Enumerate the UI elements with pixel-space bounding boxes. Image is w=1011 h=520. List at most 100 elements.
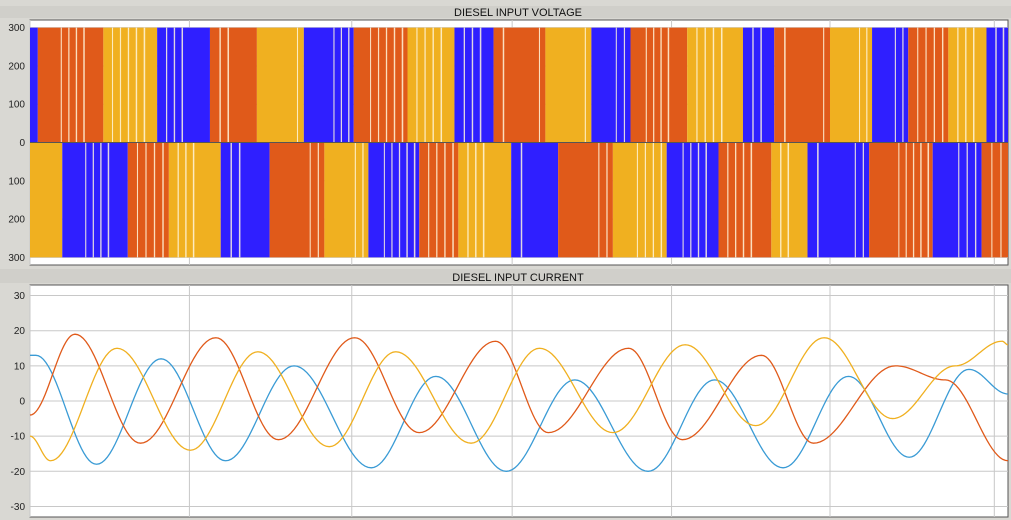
voltage-pulse-block	[324, 142, 369, 258]
voltage-pulse-gap	[296, 27, 299, 143]
voltage-pulse-block	[612, 142, 667, 258]
voltage-pulse-gap	[705, 142, 707, 258]
voltage-pulse-gap	[912, 142, 915, 258]
voltage-pulse-block	[168, 142, 221, 258]
voltage-pulse-gap	[920, 142, 922, 258]
voltage-pulse-block	[220, 142, 270, 258]
voltage-pulse-gap	[866, 27, 868, 143]
current-panel: DIESEL INPUT CURRENT 30 20 10 0 -10 -20 -30	[0, 269, 1011, 518]
voltage-pulse-block	[718, 142, 772, 258]
voltage-pulse-gap	[143, 27, 146, 143]
voltage-pulse-block	[37, 27, 104, 143]
voltage-pulse-gap	[520, 142, 523, 258]
voltage-pulse-gap	[230, 142, 232, 258]
voltage-pulse-gap	[787, 142, 790, 258]
voltage-pulse-gap	[858, 27, 861, 143]
voltage-pulse-gap	[181, 27, 184, 143]
voltage-pulse-gap	[475, 142, 477, 258]
voltage-pulse-gap	[107, 142, 110, 258]
voltage-pulse-gap	[348, 27, 350, 143]
voltage-pulse-gap	[340, 27, 343, 143]
voltage-pulse-block	[511, 142, 559, 258]
y-tick-label: 10	[14, 361, 26, 372]
y-tick-label: 0	[19, 138, 25, 149]
voltage-pulse-gap	[898, 142, 900, 258]
y-tick-label: 300	[8, 23, 25, 34]
voltage-pulse-block	[419, 142, 459, 258]
voltage-title: DIESEL INPUT VOLTAGE	[454, 7, 582, 19]
voltage-pulse-gap	[153, 142, 156, 258]
voltage-pulse-block	[666, 142, 719, 258]
voltage-pulse-gap	[780, 142, 782, 258]
voltage-pulse-block	[269, 142, 325, 258]
voltage-pulse-gap	[333, 27, 335, 143]
voltage-pulse-block	[687, 27, 743, 143]
voltage-pulse-block	[157, 27, 210, 143]
voltage-pulse-gap	[905, 142, 907, 258]
voltage-pulse-gap	[482, 142, 485, 258]
voltage-pulse-gap	[965, 27, 967, 143]
voltage-pulse-gap	[406, 142, 408, 258]
y-tick-label: 100	[8, 100, 25, 111]
voltage-pulse-gap	[645, 27, 647, 143]
y-tick-label: 300	[8, 253, 25, 264]
voltage-pulse-gap	[817, 142, 819, 258]
voltage-pulse-gap	[690, 142, 692, 258]
voltage-pulse-block	[127, 142, 169, 258]
y-tick-label: 100	[8, 176, 25, 187]
voltage-pulse-gap	[644, 142, 646, 258]
voltage-pulse-block	[872, 27, 909, 143]
voltage-pulse-block	[62, 142, 128, 258]
voltage-pulse-gap	[1000, 142, 1002, 258]
voltage-pulse-block	[30, 142, 63, 258]
voltage-pulse-block	[368, 142, 420, 258]
voltage-pulse-block	[774, 27, 831, 143]
voltage-pulse-gap	[362, 142, 364, 258]
voltage-pulse-gap	[177, 142, 179, 258]
current-series	[29, 333, 1009, 472]
voltage-pulse-gap	[398, 142, 401, 258]
voltage-pulse-gap	[432, 27, 434, 143]
voltage-pulse-block	[742, 27, 775, 143]
voltage-pulse-gap	[958, 142, 960, 258]
voltage-pulse-gap	[606, 142, 608, 258]
current-phase-2-line	[29, 333, 1009, 462]
voltage-pulse-gap	[712, 27, 715, 143]
voltage-pulse-block	[771, 142, 808, 258]
voltage-pulse-gap	[428, 142, 430, 258]
voltage-pulse-block	[454, 27, 494, 143]
voltage-pulse-block	[303, 27, 354, 143]
voltage-pulse-gap	[227, 27, 230, 143]
voltage-pulse-gap	[436, 142, 438, 258]
voltage-pulse-gap	[974, 142, 977, 258]
voltage-pulse-gap	[444, 142, 446, 258]
voltage-pulse-gap	[972, 27, 975, 143]
voltage-pulse-gap	[660, 27, 662, 143]
voltage-pulse-gap	[957, 27, 959, 143]
voltage-pulse-gap	[393, 27, 396, 143]
voltage-pulse-block	[558, 142, 613, 258]
y-tick-label: -20	[11, 467, 26, 478]
voltage-pulse-gap	[966, 142, 968, 258]
voltage-pulse-gap	[652, 142, 655, 258]
voltage-pulse-block	[630, 27, 688, 143]
voltage-pulse-block	[209, 27, 257, 143]
y-tick-label: 200	[8, 215, 25, 226]
voltage-pulse-gap	[185, 142, 187, 258]
voltage-pulse-gap	[192, 142, 195, 258]
voltage-pulse-gap	[682, 142, 684, 258]
voltage-pulse-gap	[165, 27, 168, 143]
voltage-pulse-gap	[136, 142, 139, 258]
voltage-pulse-gap	[784, 27, 786, 143]
voltage-pulse-block	[256, 27, 304, 143]
current-y-ticks: 30 20 10 0 -10 -20 -30	[11, 291, 26, 513]
voltage-pulse-gap	[538, 27, 541, 143]
voltage-pulse-gap	[92, 142, 94, 258]
voltage-pulse-gap	[68, 27, 70, 143]
voltage-pulse-gap	[720, 27, 723, 143]
voltage-pulse-gap	[383, 142, 385, 258]
voltage-pulse-block	[103, 27, 158, 143]
voltage-pulse-gap	[615, 27, 617, 143]
voltage-pulse-gap	[416, 27, 418, 143]
